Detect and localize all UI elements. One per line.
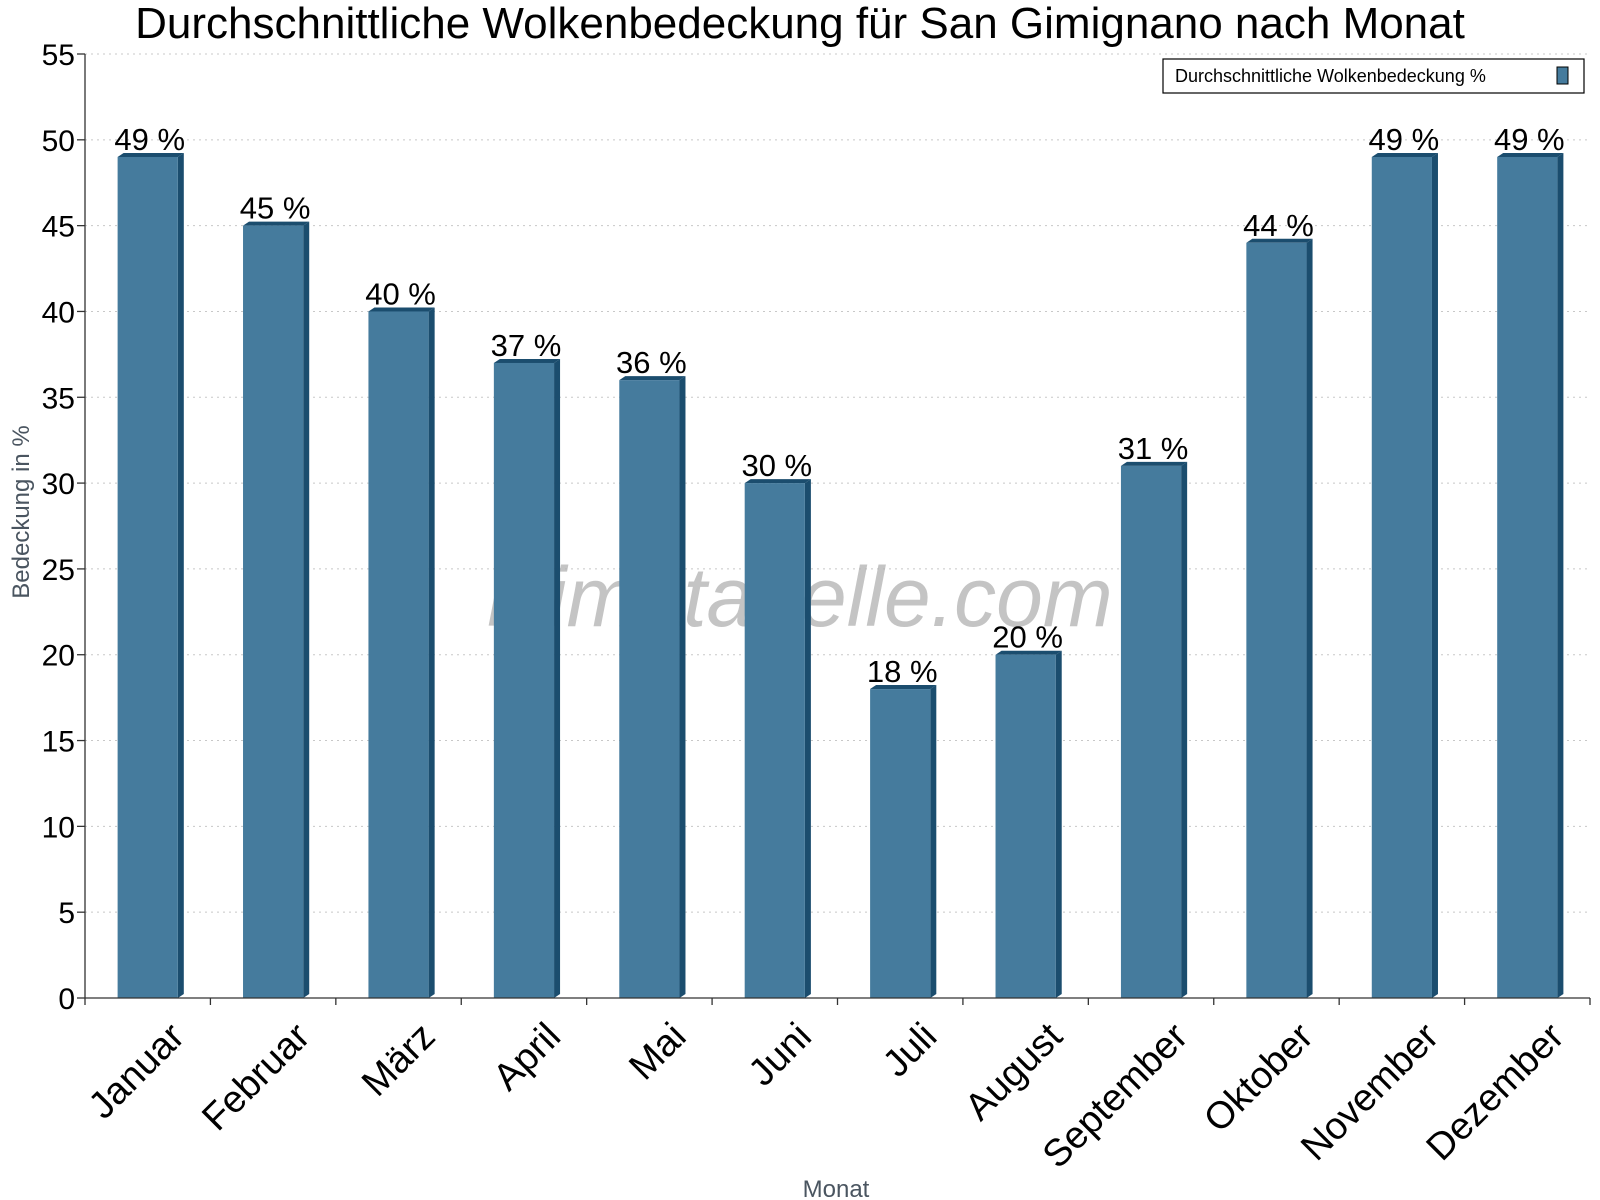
legend: Durchschnittliche Wolkenbedeckung % [1162, 58, 1585, 94]
bar-face-Februar [243, 225, 304, 999]
y-tick-label-0: 0 [58, 983, 75, 1016]
bar-side-April [554, 358, 561, 999]
x-axis-label: Monat [803, 1176, 870, 1200]
bar-side-März [428, 307, 435, 998]
bar-November [1371, 152, 1438, 998]
bar-Juli [870, 685, 937, 998]
bar-face-Dezember [1497, 156, 1558, 998]
bar-top-September [1120, 461, 1188, 466]
bar-März [368, 307, 435, 998]
value-label-April: 37 % [491, 328, 562, 363]
y-tick-label-10: 10 [42, 811, 75, 844]
x-tick-label-August: August [957, 1015, 1071, 1129]
bar-face-September [1120, 465, 1182, 999]
bar-Februar [243, 221, 310, 999]
bar-top-Mai [619, 376, 686, 381]
y-tick-label-40: 40 [42, 296, 75, 329]
bar-side-Februar [303, 221, 310, 999]
y-tick-label-55: 55 [42, 39, 75, 72]
value-label-September: 31 % [1118, 431, 1189, 466]
bar-August [995, 650, 1062, 998]
value-label-Juni: 30 % [741, 448, 812, 483]
bar-top-Juni [744, 479, 811, 484]
bar-side-Juli [930, 685, 937, 998]
bar-top-August [995, 650, 1062, 655]
x-tick-label-Dezember: Dezember [1419, 1015, 1573, 1169]
bar-top-Februar [243, 221, 310, 226]
y-tick-label-20: 20 [42, 640, 75, 673]
bar-Oktober [1246, 238, 1313, 999]
y-axis-label: Bedeckung in % [8, 425, 35, 598]
y-tick-label-5: 5 [58, 897, 75, 930]
bars [117, 152, 1564, 999]
legend-swatch [1556, 66, 1569, 85]
y-tick-label-25: 25 [42, 554, 75, 587]
x-tick-label-April: April [486, 1015, 569, 1098]
grid-lines [85, 53, 1590, 913]
bar-side-November [1431, 152, 1438, 998]
bar-Januar [117, 152, 184, 998]
y-tick-label-45: 45 [42, 211, 75, 244]
bar-top-Juli [870, 685, 937, 690]
bar-April [493, 358, 561, 999]
bar-Dezember [1497, 152, 1564, 998]
bar-top-Oktober [1246, 238, 1313, 243]
bar-top-Dezember [1497, 152, 1564, 157]
y-tick-label-50: 50 [42, 125, 75, 158]
value-label-November: 49 % [1369, 122, 1440, 157]
x-tick-label-März: März [354, 1015, 443, 1104]
bar-top-November [1371, 152, 1438, 157]
x-tick-label-Juni: Juni [741, 1015, 820, 1094]
x-tick-label-Juli: Juli [875, 1015, 945, 1085]
bar-top-März [368, 307, 435, 312]
x-tick-label-Mai: Mai [621, 1015, 694, 1088]
bar-side-Dezember [1557, 152, 1564, 998]
bar-side-August [1055, 650, 1062, 998]
legend-label: Durchschnittliche Wolkenbedeckung % [1175, 66, 1486, 86]
bar-side-Januar [177, 152, 184, 998]
value-label-August: 20 % [992, 620, 1063, 655]
value-label-März: 40 % [365, 276, 436, 311]
bar-face-Mai [619, 380, 680, 998]
y-tick-label-35: 35 [42, 382, 75, 415]
bar-top-April [493, 358, 561, 363]
value-label-Oktober: 44 % [1243, 208, 1314, 243]
chart-title: Durchschnittliche Wolkenbedeckung für Sa… [135, 0, 1465, 48]
bar-face-August [995, 654, 1056, 998]
value-labels: 49 % 45 % 40 % 37 % 36 % 30 % 18 % 20 % 31 % 44 %… [114, 122, 1564, 689]
bar-face-Juli [870, 689, 931, 998]
value-label-Januar: 49 % [114, 122, 185, 157]
bar-side-Mai [679, 376, 686, 998]
bar-side-Oktober [1306, 238, 1313, 999]
value-label-Februar: 45 % [240, 191, 311, 226]
bar-top-Januar [117, 152, 184, 157]
y-tick-label-30: 30 [42, 468, 75, 501]
value-label-Mai: 36 % [616, 345, 687, 380]
x-tick-label-Oktober: Oktober [1196, 1015, 1322, 1141]
bar-face-Oktober [1246, 242, 1307, 999]
value-label-Dezember: 49 % [1494, 122, 1565, 157]
x-tick-label-Februar: Februar [194, 1015, 318, 1139]
bar-September [1120, 461, 1188, 999]
legend-box [1162, 58, 1585, 94]
bar-face-April [493, 362, 555, 999]
bar-face-Juni [744, 483, 805, 998]
x-tick-label-Januar: Januar [81, 1015, 193, 1127]
bar-Juni [744, 479, 811, 998]
bar-side-September [1181, 461, 1188, 999]
y-tick-label-15: 15 [42, 726, 75, 759]
bar-face-Januar [117, 156, 178, 998]
bar-face-November [1371, 156, 1432, 998]
value-label-Juli: 18 % [867, 654, 938, 689]
bar-side-Juni [804, 479, 811, 998]
bar-Mai [619, 376, 686, 998]
bar-face-März [368, 311, 429, 998]
